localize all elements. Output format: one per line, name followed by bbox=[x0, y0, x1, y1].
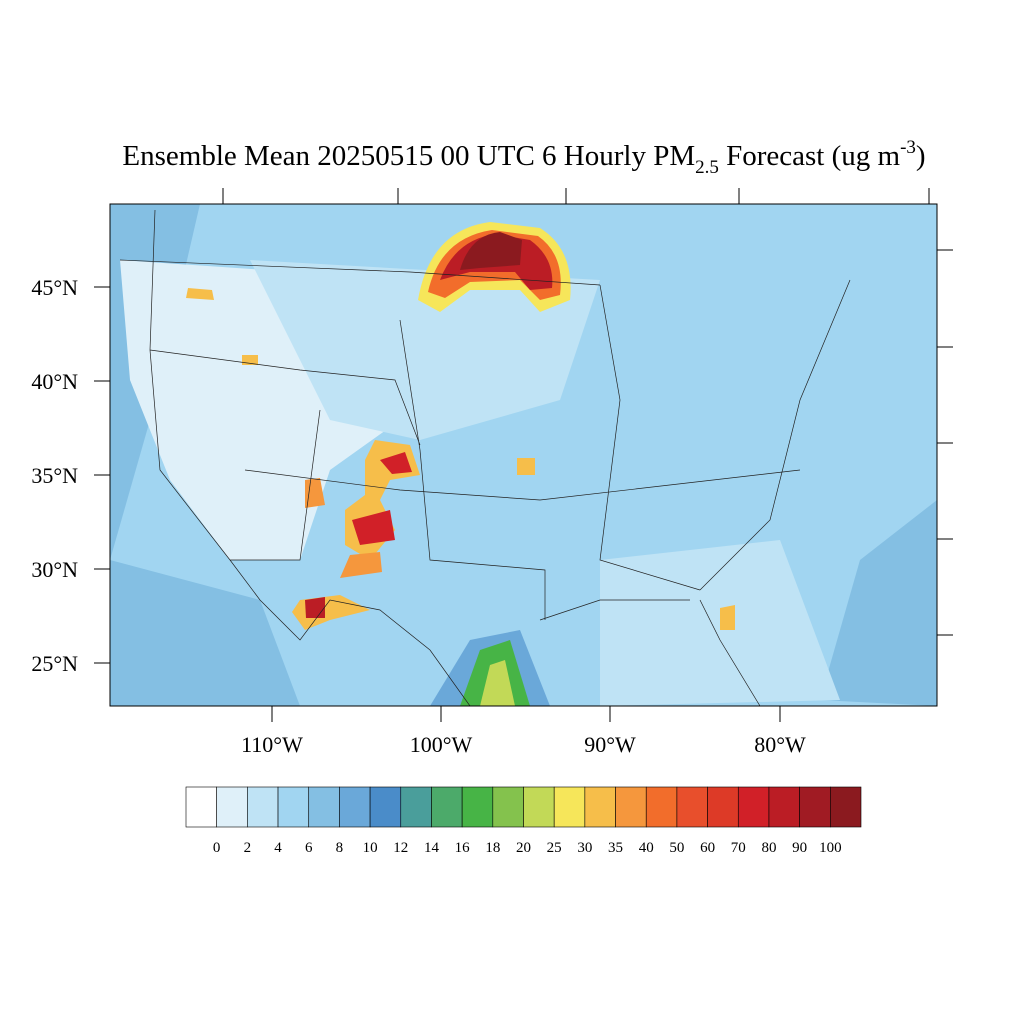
colorbar-label: 40 bbox=[639, 840, 654, 856]
color-box bbox=[523, 786, 555, 828]
title-subscript: 2.5 bbox=[695, 157, 719, 178]
colorbar-label: 12 bbox=[393, 840, 408, 856]
colorbar-label: 4 bbox=[274, 840, 282, 856]
latitude-labels: 45°N 40°N 35°N 30°N 25°N bbox=[31, 275, 78, 676]
colorbar-label: 18 bbox=[485, 840, 500, 856]
colorbar-label: 14 bbox=[424, 840, 440, 856]
color-box bbox=[277, 786, 310, 828]
latitude-label: 25°N bbox=[31, 651, 78, 676]
colorbar-label: 100 bbox=[819, 840, 842, 856]
longitude-label: 80°W bbox=[754, 732, 806, 757]
latitude-label: 30°N bbox=[31, 557, 78, 582]
color-box bbox=[645, 786, 678, 828]
color-box bbox=[799, 786, 831, 828]
boundaries bbox=[119, 209, 851, 706]
color-box bbox=[339, 786, 371, 828]
color-box bbox=[308, 786, 340, 828]
field bbox=[110, 560, 300, 706]
field bbox=[480, 660, 515, 706]
color-box bbox=[676, 786, 708, 828]
color-box bbox=[492, 786, 524, 828]
color-box bbox=[707, 786, 739, 828]
color-box bbox=[615, 786, 647, 828]
color-box bbox=[461, 786, 494, 828]
color-box bbox=[553, 786, 586, 828]
latitude-label: 40°N bbox=[31, 369, 78, 394]
title-end: ) bbox=[916, 140, 926, 172]
colorbar-label: 70 bbox=[731, 840, 746, 856]
color-box bbox=[768, 786, 800, 828]
colorbar-label: 80 bbox=[761, 840, 776, 856]
longitude-label: 110°W bbox=[241, 732, 303, 757]
colorbar-label: 50 bbox=[669, 840, 684, 856]
longitude-label: 100°W bbox=[410, 732, 473, 757]
color-box bbox=[584, 786, 616, 828]
color-box bbox=[830, 786, 862, 828]
color-box bbox=[369, 786, 402, 828]
colorbar-label: 60 bbox=[700, 840, 715, 856]
longitude-labels: 110°W 100°W 90°W 80°W bbox=[241, 732, 806, 757]
colorbar-label: 30 bbox=[577, 840, 592, 856]
color-box bbox=[737, 786, 770, 828]
ticks bbox=[94, 188, 953, 722]
longitude-label: 90°W bbox=[584, 732, 636, 757]
colorbar-label: 35 bbox=[608, 840, 623, 856]
color-box bbox=[185, 786, 217, 828]
color-box bbox=[431, 786, 463, 828]
colorbar-label: 20 bbox=[516, 840, 531, 856]
colorbar-label: 90 bbox=[792, 840, 807, 856]
color-box bbox=[247, 786, 279, 828]
title-superscript: -3 bbox=[900, 137, 916, 158]
colorbar: 0 2 4 6 8 10 12 14 16 18 20 25 30 35 40 50 60 70 80 90 100 bbox=[185, 786, 862, 856]
colorbar-label: 6 bbox=[305, 840, 313, 856]
colorbar-label: 16 bbox=[455, 840, 471, 856]
colorbar-label: 10 bbox=[363, 840, 378, 856]
title-middle: Forecast (ug m bbox=[719, 140, 901, 172]
colorbar-label: 25 bbox=[547, 840, 562, 856]
colorbar-label: 0 bbox=[213, 840, 221, 856]
map-frame bbox=[109, 203, 938, 707]
color-box bbox=[216, 786, 248, 828]
title-main: Ensemble Mean 20250515 00 UTC 6 Hourly P… bbox=[122, 140, 695, 172]
colorbar-label: 2 bbox=[244, 840, 252, 856]
latitude-label: 45°N bbox=[31, 275, 78, 300]
map bbox=[94, 188, 953, 722]
colorbar-label: 8 bbox=[336, 840, 344, 856]
field bbox=[800, 204, 937, 706]
color-box bbox=[400, 786, 432, 828]
title: Ensemble Mean 20250515 00 UTC 6 Hourly P… bbox=[122, 137, 925, 178]
field bbox=[250, 260, 600, 440]
latitude-label: 35°N bbox=[31, 463, 78, 488]
